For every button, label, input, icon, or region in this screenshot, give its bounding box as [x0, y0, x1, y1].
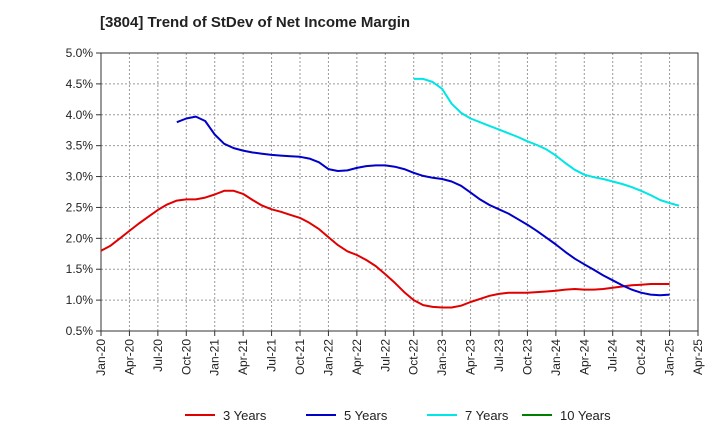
x-tick-label: Oct-20 — [179, 339, 193, 375]
legend-label: 7 Years — [465, 408, 509, 423]
legend-label: 10 Years — [560, 408, 611, 423]
x-tick-label: Oct-21 — [293, 339, 307, 375]
x-tick-label: Jul-22 — [378, 339, 392, 372]
axes: 0.5% 1.0% 1.5% 2.0% 2.5% 3.0% 3.5% 4.0% 4.5% 5.0%… — [66, 46, 705, 376]
series-line-7-years — [413, 77, 680, 207]
y-tick-label: 1.0% — [66, 293, 94, 307]
y-tick-label: 3.0% — [66, 170, 94, 184]
x-tick-label: Jan-24 — [549, 339, 563, 376]
x-tick-label: Apr-21 — [236, 339, 250, 375]
series-line-5-years — [176, 115, 670, 297]
x-tick-label: Jul-24 — [606, 339, 620, 372]
y-tick-label: 2.5% — [66, 200, 94, 214]
y-tick-label: 3.5% — [66, 139, 94, 153]
x-tick-label: Jul-20 — [151, 339, 165, 372]
x-tick-label: Jan-22 — [321, 339, 335, 376]
y-tick-label: 2.0% — [66, 231, 94, 245]
x-tick-label: Apr-20 — [122, 339, 136, 375]
x-tick-label: Apr-25 — [691, 339, 705, 375]
y-tick-label: 4.0% — [66, 108, 94, 122]
y-tick-label: 0.5% — [66, 324, 94, 338]
x-tick-label: Apr-24 — [577, 339, 591, 375]
legend: 3 Years 5 Years 7 Years 10 Years — [185, 408, 611, 423]
y-tick-label: 5.0% — [66, 46, 94, 60]
x-tick-label: Jan-25 — [663, 339, 677, 376]
x-tick-label: Apr-23 — [464, 339, 478, 375]
y-tick-label: 4.5% — [66, 77, 94, 91]
series-line-3-years — [100, 189, 670, 309]
x-tick-label: Jan-20 — [94, 339, 108, 376]
legend-label: 3 Years — [223, 408, 267, 423]
x-tick-label: Oct-23 — [520, 339, 534, 375]
plot-area-border — [100, 52, 699, 332]
x-tick-label: Jul-23 — [492, 339, 506, 372]
chart-title: [3804] Trend of StDev of Net Income Marg… — [100, 14, 411, 31]
x-tick-label: Jan-23 — [435, 339, 449, 376]
y-tick-label: 1.5% — [66, 262, 94, 276]
series-lines — [100, 77, 680, 309]
legend-label: 5 Years — [344, 408, 388, 423]
x-tick-label: Oct-24 — [634, 339, 648, 375]
x-tick-label: Oct-22 — [407, 339, 421, 375]
x-tick-label: Jul-21 — [265, 339, 279, 372]
x-tick-label: Jan-21 — [208, 339, 222, 376]
x-tick-label: Apr-22 — [350, 339, 364, 375]
